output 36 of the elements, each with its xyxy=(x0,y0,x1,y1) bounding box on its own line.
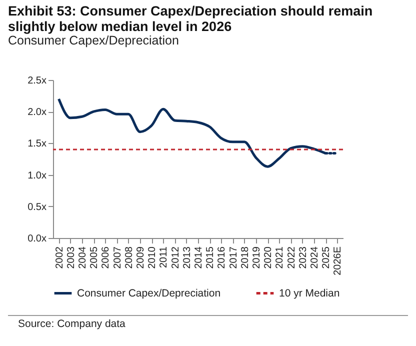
x-tick-label: 2025 xyxy=(321,246,332,269)
x-tick-label: 2013 xyxy=(182,246,193,269)
x-tick-label: 2023 xyxy=(298,246,309,269)
x-tick-label: 2017 xyxy=(228,246,240,269)
x-tick-label: 2003 xyxy=(66,246,77,269)
x-tick-label: 2002 xyxy=(54,246,66,269)
x-tick-label: 2007 xyxy=(112,246,124,269)
x-tick-label: 2008 xyxy=(124,246,135,269)
y-tick-label: 2.5x xyxy=(28,76,46,86)
x-tick-label: 2014 xyxy=(194,246,204,269)
y-tick-label: 1.0x xyxy=(28,170,46,182)
chart-title: Exhibit 53: Consumer Capex/Depreciation should remain slightly below median level in 2026 xyxy=(8,4,373,34)
legend-label: Consumer Capex/Depreciation xyxy=(77,287,221,300)
y-tick-label: 0.5x xyxy=(28,202,46,213)
y-tick-label: 0.0x xyxy=(28,234,46,244)
x-tick-label: 2004 xyxy=(78,246,88,269)
x-tick-label: 2012 xyxy=(170,246,182,269)
x-tick-label: 2011 xyxy=(158,246,170,268)
legend-label: 10 yr Median xyxy=(279,287,340,300)
x-tick-label: 2010 xyxy=(147,246,158,269)
x-tick-label: 2024 xyxy=(310,246,320,269)
x-tick-label: 2022 xyxy=(286,246,298,269)
x-tick-label: 2019 xyxy=(252,246,262,269)
x-tick-label: 2006 xyxy=(100,246,112,269)
x-tick-label: 2018 xyxy=(240,246,251,269)
y-tick-label: 1.5x xyxy=(28,138,46,150)
x-tick-label: 2015 xyxy=(205,246,216,269)
x-tick-label: 2016 xyxy=(216,246,228,269)
source-note: Source: Company data xyxy=(8,315,408,330)
x-tick-label: 2026E xyxy=(332,246,344,276)
x-tick-label: 2021 xyxy=(274,246,286,269)
x-tick-label: 2009 xyxy=(136,246,146,269)
chart-subtitle: Consumer Capex/Depreciation xyxy=(8,34,179,48)
x-tick-label: 2005 xyxy=(89,246,100,269)
y-tick-label: 2.0x xyxy=(28,107,46,118)
x-tick-label: 2020 xyxy=(263,246,274,269)
